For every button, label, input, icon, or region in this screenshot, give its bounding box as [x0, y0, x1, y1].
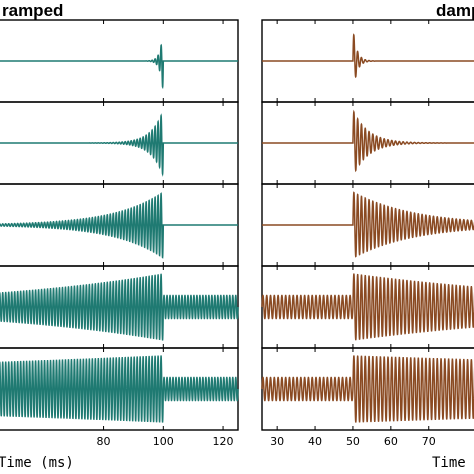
x-tick-label: 80	[97, 435, 111, 448]
x-tick-label: 70	[422, 435, 436, 448]
waveform-series	[262, 109, 474, 173]
right-x-axis-label: Time (ms)	[432, 455, 474, 471]
damped-panel: 30 40 50 60 70	[261, 19, 474, 448]
x-tick-label: 60	[384, 435, 398, 448]
left-x-axis-label: Time (ms)	[0, 455, 74, 471]
waveform-series	[261, 273, 474, 341]
waveform-series	[262, 33, 474, 79]
waveform-series	[0, 113, 238, 177]
waveform-series	[0, 273, 239, 341]
x-tick-label: 40	[308, 435, 322, 448]
waveform-series	[0, 355, 239, 423]
waveform-series	[262, 191, 474, 258]
x-tick-label: 100	[153, 435, 174, 448]
waveform-series	[0, 43, 238, 90]
left-panel-title: ramped	[2, 1, 63, 20]
waveform-series	[261, 355, 474, 423]
ramped-panel: 80 100 120	[0, 19, 239, 448]
x-tick-label: 50	[346, 435, 360, 448]
x-tick-label: 120	[213, 435, 234, 448]
x-tick-label: 30	[270, 435, 284, 448]
right-panel-title: damped	[436, 1, 474, 20]
waveform-series	[0, 192, 238, 259]
